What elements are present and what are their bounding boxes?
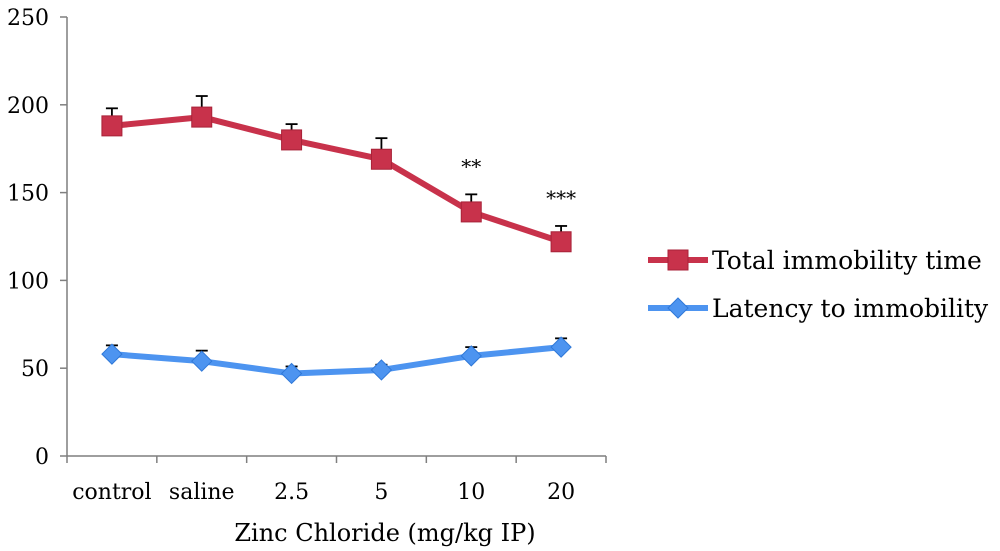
legend-label: Total immobility time: [712, 246, 982, 275]
data-point-diamond: [191, 350, 213, 372]
legend-label: Latency to immobility: [712, 294, 989, 323]
data-point-diamond: [101, 343, 123, 365]
x-tick-label: 20: [547, 480, 575, 505]
x-tick-label: 2.5: [274, 480, 309, 505]
legend-marker-diamond: [667, 297, 689, 319]
y-axis-ticks: 0 50 100 150 200 250: [7, 6, 67, 470]
annotation-layer: *****: [461, 154, 576, 210]
series-layer: [101, 95, 572, 385]
legend: Total immobility time Latency to immobili…: [648, 246, 989, 323]
x-axis-ticks: control saline 2.5 5 10 20: [66, 456, 607, 505]
data-point-square: [550, 231, 572, 253]
x-axis-title: Zinc Chloride (mg/kg IP): [234, 519, 535, 547]
x-tick-label: control: [72, 480, 151, 505]
series-1: [101, 95, 572, 253]
y-tick-label: 150: [7, 182, 49, 207]
axes: [66, 17, 606, 457]
data-point-square: [101, 115, 123, 137]
data-point-diamond: [280, 362, 303, 385]
data-point-diamond: [460, 345, 482, 367]
data-point-diamond: [550, 336, 572, 358]
y-tick-label: 0: [35, 445, 49, 470]
series-2: [101, 336, 572, 385]
y-tick-label: 250: [7, 6, 49, 31]
data-point-square: [460, 201, 482, 223]
y-tick-label: 100: [7, 269, 49, 294]
x-tick-label: 10: [457, 480, 485, 505]
series-line: [111, 344, 562, 377]
legend-marker-square: [667, 249, 689, 271]
significance-annotation: ***: [546, 186, 576, 210]
data-point-square: [370, 148, 392, 170]
y-tick-label: 200: [7, 94, 49, 119]
x-tick-label: saline: [169, 480, 235, 505]
x-tick-label: 5: [374, 480, 388, 505]
legend-item-1: Total immobility time: [648, 246, 982, 275]
series-line: [111, 114, 563, 245]
significance-annotation: **: [461, 154, 481, 178]
data-point-diamond: [370, 359, 393, 381]
y-tick-label: 50: [21, 357, 49, 382]
legend-item-2: Latency to immobility: [648, 294, 989, 323]
data-point-square: [281, 129, 303, 151]
data-point-square: [191, 106, 213, 128]
